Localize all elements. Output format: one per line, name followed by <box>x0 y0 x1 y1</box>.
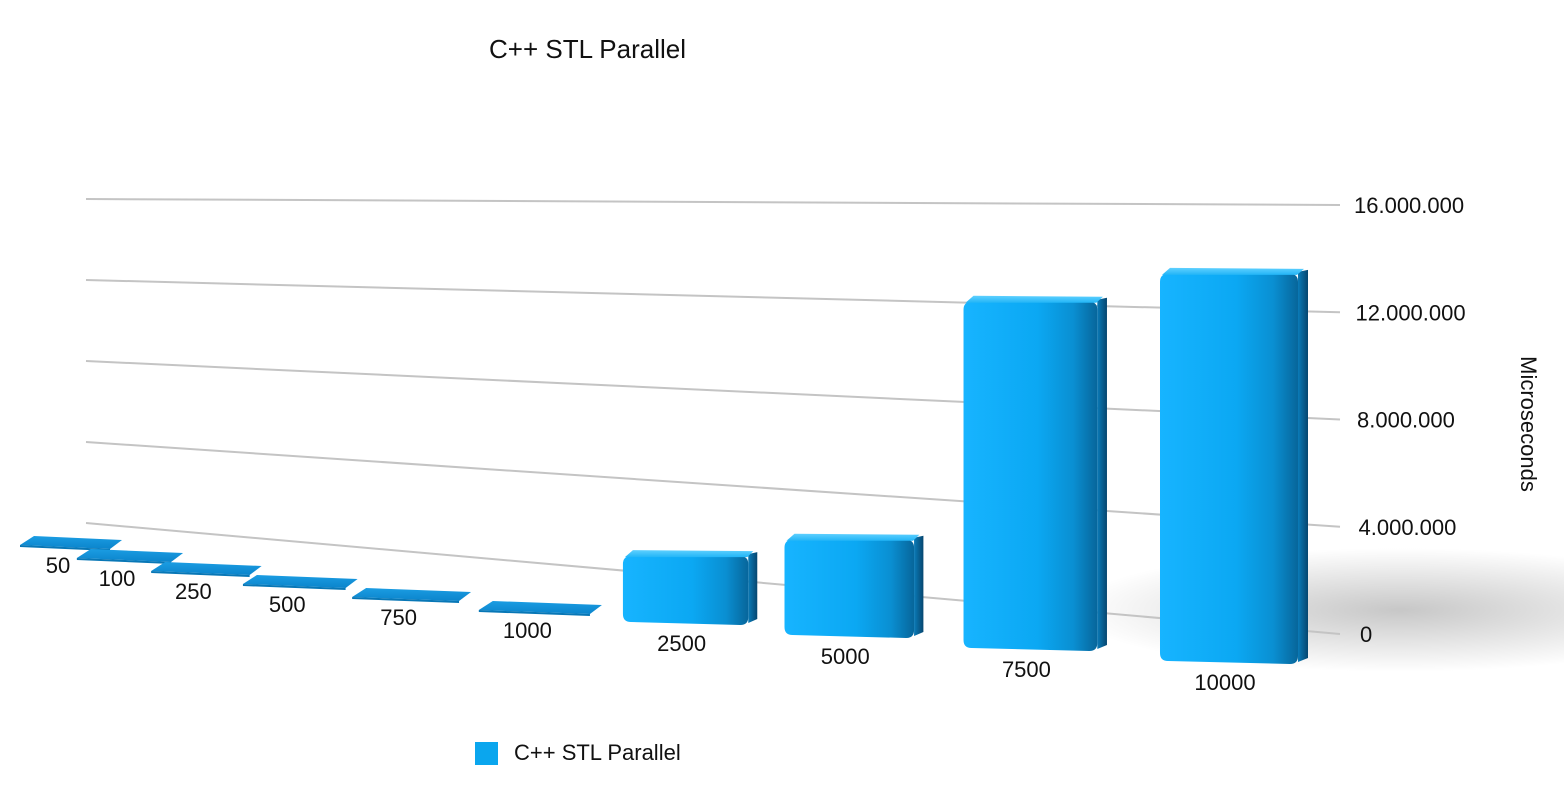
bar-top <box>1162 267 1304 275</box>
bar-slab-edge <box>352 597 460 603</box>
y-tick-label: 8.000.000 <box>1357 408 1455 433</box>
x-tick-label: 50 <box>46 553 70 578</box>
bar-slab-edge <box>151 571 250 577</box>
bar-top <box>965 295 1103 303</box>
x-tick-label: 750 <box>380 605 417 630</box>
floor-shadow <box>1070 548 1564 672</box>
y-axis-title: Microseconds <box>1516 356 1541 492</box>
legend: C++ STL Parallel <box>475 740 681 766</box>
bar <box>1160 267 1308 664</box>
bar-slab <box>352 588 472 601</box>
gridline <box>85 279 1341 314</box>
bar-top <box>786 533 920 541</box>
bar-side <box>1298 269 1308 662</box>
bar-slab <box>478 601 602 614</box>
x-tick-label: 1000 <box>503 618 552 643</box>
x-tick-label: 10000 <box>1194 670 1255 695</box>
bar-front <box>963 301 1098 651</box>
bar-slab-edge <box>20 545 110 551</box>
bar-slab-edge <box>242 584 346 590</box>
bar-slab <box>242 575 358 588</box>
legend-label: C++ STL Parallel <box>514 740 681 765</box>
bar-side <box>748 552 758 623</box>
bar-slab-edge <box>76 558 172 564</box>
x-tick-label: 250 <box>175 579 212 604</box>
bar <box>963 295 1107 651</box>
x-tick-label: 2500 <box>657 631 706 656</box>
bar <box>622 550 758 625</box>
x-tick-label: 100 <box>99 566 136 591</box>
bar <box>478 601 602 616</box>
x-tick-label: 7500 <box>1002 657 1051 682</box>
y-tick-label: 4.000.000 <box>1359 515 1457 540</box>
bar <box>20 536 122 551</box>
bar-slab-edge <box>478 610 590 616</box>
legend-swatch <box>475 741 498 765</box>
bar <box>151 562 262 577</box>
y-tick-label: 12.000.000 <box>1356 300 1466 325</box>
x-tick-label: 500 <box>269 592 306 617</box>
y-tick-label: 16.000.000 <box>1354 193 1464 218</box>
bar <box>352 588 472 603</box>
bar <box>242 575 358 590</box>
bar <box>784 533 924 638</box>
bar <box>76 549 184 564</box>
bar-side <box>914 535 924 636</box>
chart-title: C++ STL Parallel <box>489 34 687 64</box>
bar-slab <box>20 536 122 549</box>
bar-side <box>1097 297 1107 649</box>
gridline <box>85 360 1341 421</box>
bar-front <box>622 556 749 625</box>
bar-top <box>624 550 754 558</box>
bar-front <box>784 539 915 638</box>
x-tick-label: 5000 <box>821 644 870 669</box>
gridline <box>85 198 1341 206</box>
gridline <box>85 441 1341 528</box>
bar-slab <box>76 549 184 562</box>
y-tick-label: 0 <box>1360 622 1372 647</box>
bar-slab <box>151 562 262 575</box>
bar-front <box>1160 273 1298 664</box>
